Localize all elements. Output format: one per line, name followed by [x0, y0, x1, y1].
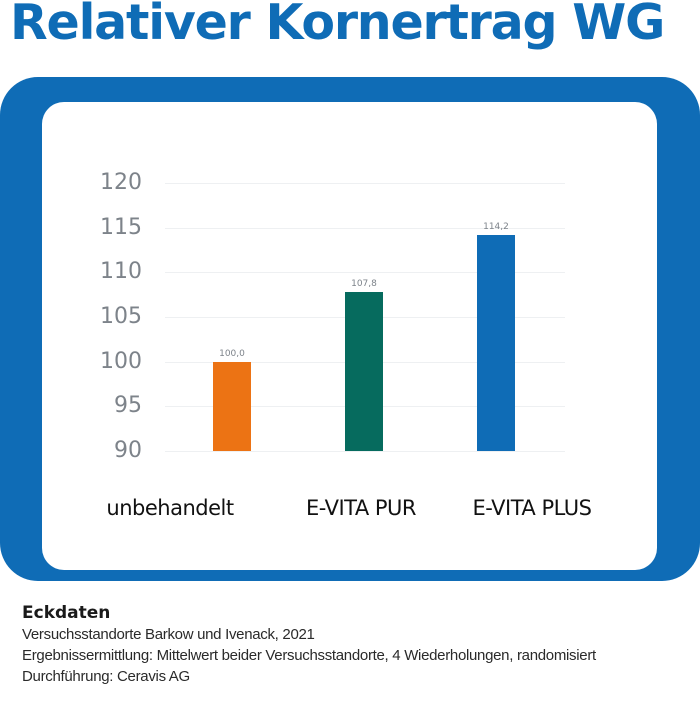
notes-heading: Eckdaten [22, 603, 111, 623]
bar-e-vita-plus [477, 235, 515, 451]
bar-unbehandelt [213, 362, 251, 451]
notes-line: Versuchsstandorte Barkow und Ivenack, 20… [22, 626, 315, 643]
y-tick-label: 115 [100, 215, 142, 240]
y-tick-label: 105 [100, 304, 142, 329]
x-category-label: unbehandelt [106, 496, 234, 520]
bar-value-label: 107,8 [351, 279, 377, 289]
x-category-label: E-VITA PUR [305, 496, 417, 520]
gridline-115 [165, 228, 565, 229]
key-data-notes: Eckdaten Versuchsstandorte Barkow und Iv… [22, 602, 596, 687]
chart-title: Relativer Kornertrag WG [10, 0, 665, 51]
gridline-110 [165, 272, 565, 273]
notes-line: Durchführung: Ceravis AG [22, 668, 190, 685]
gridline-120 [165, 183, 565, 184]
y-tick-label: 110 [100, 259, 142, 284]
x-category-label: E-VITA PLUS [472, 496, 592, 520]
gridline-90 [165, 451, 565, 452]
y-tick-label: 100 [100, 349, 142, 374]
y-tick-label: 90 [114, 438, 142, 463]
bar-value-label: 100,0 [219, 349, 245, 359]
bar-e-vita-pur [345, 292, 383, 451]
bar-value-label: 114,2 [483, 222, 509, 232]
notes-line: Ergebnissermittlung: Mittelwert beider V… [22, 647, 596, 664]
y-tick-label: 120 [100, 170, 142, 195]
y-tick-label: 95 [114, 393, 142, 418]
